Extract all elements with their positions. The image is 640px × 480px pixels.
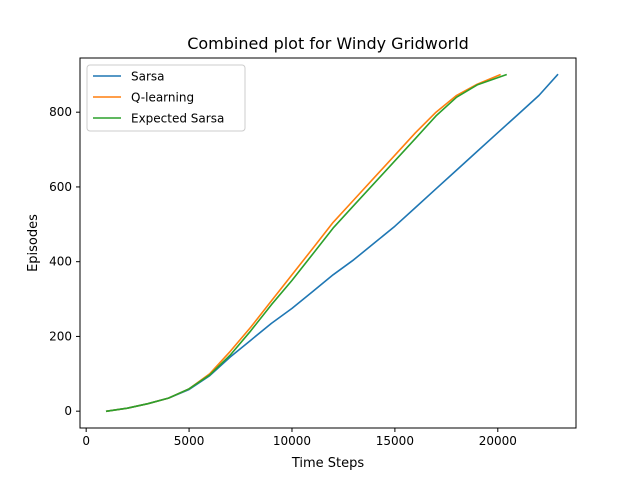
y-axis-label: Episodes — [26, 214, 41, 272]
y-tick-label: 400 — [49, 255, 72, 269]
y-tick-label: 0 — [64, 404, 72, 418]
series-line-expected-sarsa — [105, 73, 508, 413]
y-tick-label: 200 — [49, 329, 72, 343]
y-axis: 0 200 400 600 800 — [49, 105, 80, 418]
x-tick-label: 15000 — [376, 434, 414, 448]
chart-title: Combined plot for Windy Gridworld — [187, 34, 469, 53]
plot-frame — [79, 57, 577, 429]
x-tick-label: 5000 — [174, 434, 205, 448]
legend-label-q-learning: Q-learning — [131, 91, 194, 105]
legend-label-expected-sarsa: Expected Sarsa — [131, 112, 224, 126]
legend-label-sarsa: Sarsa — [131, 70, 165, 84]
x-tick-label: 0 — [82, 434, 90, 448]
x-axis-label: Time Steps — [291, 456, 365, 471]
x-tick-label: 20000 — [479, 434, 517, 448]
x-tick-label: 10000 — [273, 434, 311, 448]
legend-box — [86, 64, 246, 132]
series-layer — [105, 73, 559, 413]
y-tick-label: 800 — [49, 105, 72, 119]
y-tick-label: 600 — [49, 180, 72, 194]
x-axis: 0 5000 10000 15000 20000 — [82, 428, 517, 448]
legend: Sarsa Q-learning Expected Sarsa — [86, 64, 246, 132]
